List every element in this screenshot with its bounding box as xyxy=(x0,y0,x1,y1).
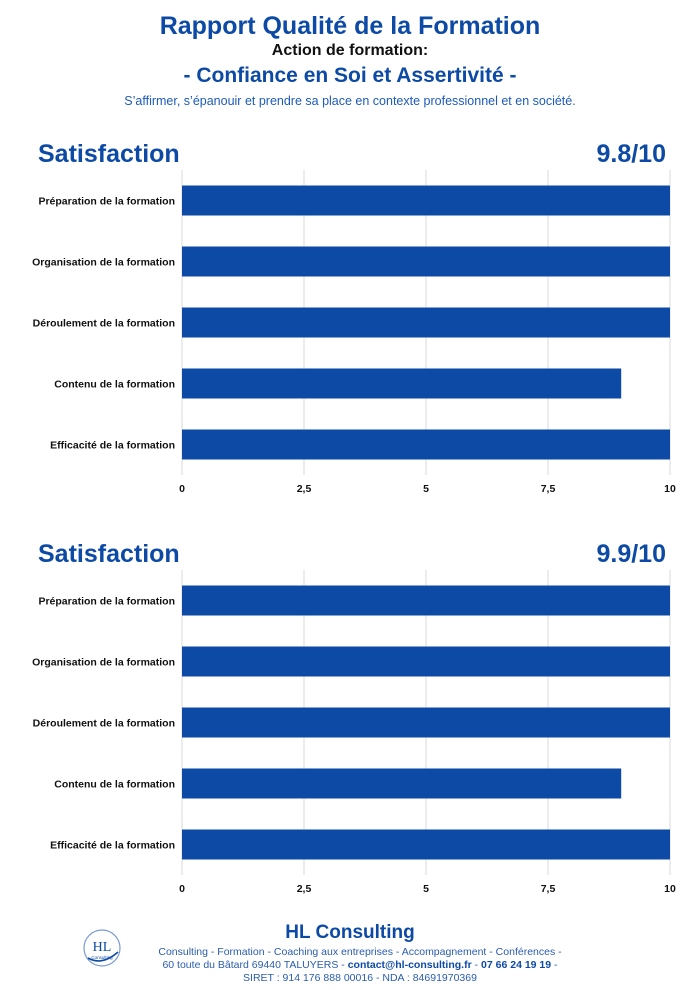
chart-1-category-label: Efficacité de la formation xyxy=(50,440,175,452)
chart-1-plot: Préparation de la formation Organisation … xyxy=(32,170,676,495)
chart-2-bar xyxy=(182,707,670,738)
chart-2-bar xyxy=(182,829,670,860)
chart-1-tick-label: 0 xyxy=(179,483,185,495)
footer-sep: - xyxy=(471,959,482,971)
footer-company: HL Consulting xyxy=(285,922,415,943)
chart-1-heading: Satisfaction xyxy=(38,140,180,168)
hl-logo: HL Consulting xyxy=(83,929,121,967)
chart-1-tick-label: 7,5 xyxy=(541,483,556,495)
chart-1-category-label: Préparation de la formation xyxy=(38,196,175,208)
chart-1-category-label: Organisation de la formation xyxy=(32,257,175,269)
footer-legal: SIRET : 914 176 888 00016 - NDA : 846919… xyxy=(243,972,477,984)
chart-2-tick-label: 0 xyxy=(179,883,185,895)
chart-1-tick-label: 10 xyxy=(664,483,676,495)
chart-2-heading: Satisfaction xyxy=(38,540,180,568)
course-title: - Confiance en Soi et Assertivité - xyxy=(183,64,517,87)
chart-1-bar xyxy=(182,246,670,277)
chart-2-tick-label: 2,5 xyxy=(297,883,312,895)
chart-2-bar xyxy=(182,646,670,677)
chart-2-category-label: Préparation de la formation xyxy=(38,596,175,608)
footer-address: 60 toute du Bâtard 69440 TALUYERS - xyxy=(162,959,348,971)
chart-2-bar xyxy=(182,768,622,799)
logo-text: HL xyxy=(93,940,112,955)
chart-1-bar xyxy=(182,429,670,460)
chart-2-bar xyxy=(182,585,670,616)
chart-1-tick-label: 5 xyxy=(423,483,429,495)
chart-2-tick-label: 10 xyxy=(664,883,676,895)
chart-1-bar xyxy=(182,185,670,216)
footer-services: Consulting - Formation - Coaching aux en… xyxy=(158,946,562,958)
footer-contact: 60 toute du Bâtard 69440 TALUYERS - cont… xyxy=(110,959,610,971)
chart-2-category-label: Déroulement de la formation xyxy=(33,718,175,730)
chart-2-score: 9.9/10 xyxy=(596,540,666,568)
chart-2-category-label: Organisation de la formation xyxy=(32,657,175,669)
action-label: Action de formation: xyxy=(271,42,429,59)
chart-2-category-label: Efficacité de la formation xyxy=(50,840,175,852)
page-title: Rapport Qualité de la Formation xyxy=(159,12,541,40)
chart-1-category-label: Contenu de la formation xyxy=(54,379,175,391)
footer-phone-suffix: - xyxy=(551,959,558,971)
chart-1-category-label: Déroulement de la formation xyxy=(33,318,175,330)
footer-phone[interactable]: 07 66 24 19 19 xyxy=(481,959,552,971)
chart-1-bar xyxy=(182,307,670,338)
chart-1-score: 9.8/10 xyxy=(596,140,666,168)
chart-2-plot: Préparation de la formation Organisation … xyxy=(32,570,676,895)
footer-email[interactable]: contact@hl-consulting.fr xyxy=(347,959,472,971)
logo-subtext: Consulting xyxy=(91,955,113,960)
chart-2-tick-label: 7,5 xyxy=(541,883,556,895)
chart-1-bar xyxy=(182,368,622,399)
course-tagline: S’affirmer, s’épanouir et prendre sa pla… xyxy=(124,94,576,108)
chart-2-tick-label: 5 xyxy=(423,883,429,895)
chart-2-category-label: Contenu de la formation xyxy=(54,779,175,791)
chart-1-tick-label: 2,5 xyxy=(297,483,312,495)
